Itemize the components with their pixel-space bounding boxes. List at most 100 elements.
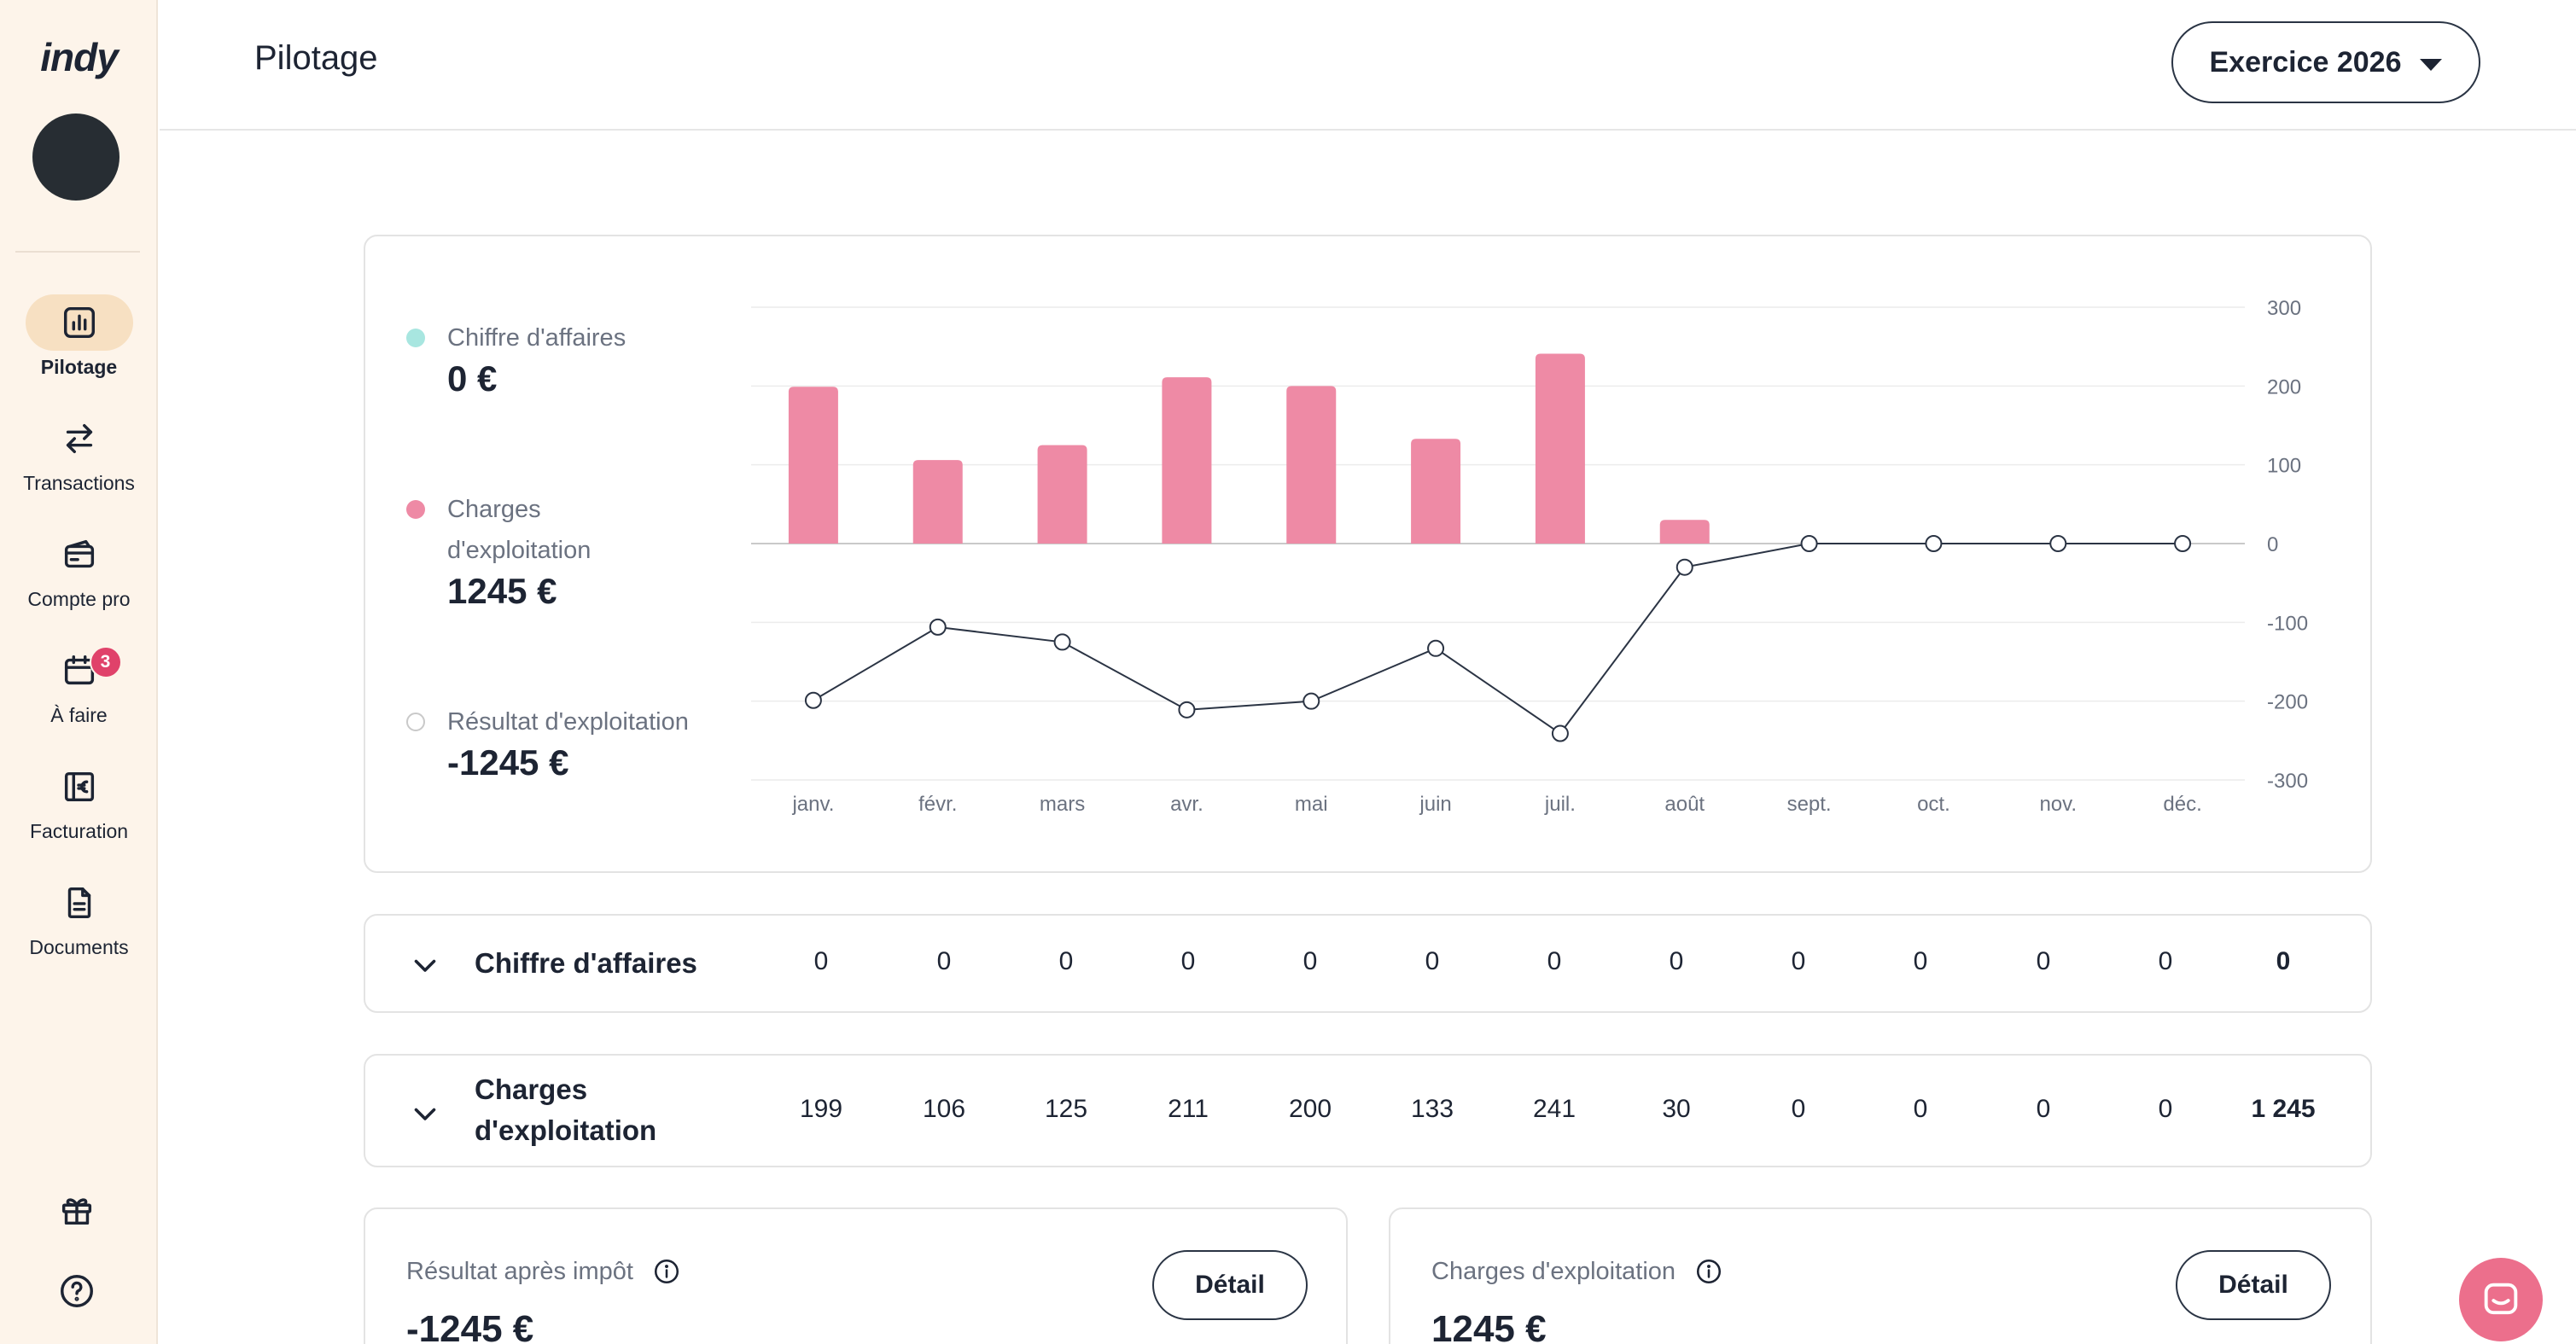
operations-chart: 300 200 100 0 -100 -200 -300 janv. févr. mars avr.… [751, 297, 2308, 816]
row-value-mars: 0 [1058, 947, 1074, 975]
chevron-down-icon[interactable] [410, 1098, 440, 1129]
point-resultat-août [1676, 558, 1693, 576]
chevron-down-icon[interactable] [410, 950, 440, 980]
sidebar-divider [15, 251, 140, 253]
bar-charges-avr [1162, 377, 1212, 544]
row-value-févr: 0 [936, 947, 952, 975]
row-value-mai: 200 [1288, 1095, 1332, 1123]
point-resultat-juin [1427, 639, 1445, 657]
point-resultat-nov [2049, 535, 2067, 552]
row-value-févr: 106 [922, 1095, 966, 1123]
x-tick-label: juil. [1544, 793, 1576, 816]
x-tick-label: avr. [1170, 793, 1203, 816]
sidebar-item-facturation[interactable]: Facturation [0, 759, 158, 843]
row-title: d'exploitation [475, 1114, 657, 1146]
chat-support-button[interactable] [2459, 1258, 2543, 1341]
row-title: Chiffre d'affaires [475, 947, 697, 979]
row-value-avr: 211 [1168, 1095, 1209, 1123]
sidebar-item-label: À faire [50, 704, 108, 726]
document-icon [67, 887, 90, 919]
row-total: 1 245 [2251, 1095, 2316, 1123]
row-value-avr: 0 [1180, 947, 1196, 975]
sidebar-item-label: Documents [29, 936, 129, 958]
legend-value: -1245 € [447, 742, 569, 783]
row-value-juil: 241 [1532, 1095, 1576, 1123]
detail-button[interactable]: Détail [1152, 1250, 1308, 1320]
row-value-oct: 0 [1913, 947, 1928, 975]
legend-label: Chiffre d'affaires [447, 324, 627, 352]
x-tick-label: juin [1419, 793, 1451, 816]
x-tick-label: déc. [2163, 793, 2201, 816]
help-icon[interactable] [53, 1267, 101, 1315]
kpi-value: 1245 € [1431, 1308, 1547, 1344]
point-resultat-juil [1551, 724, 1569, 742]
row-chiffre-affaires[interactable]: Chiffre d'affaires 0 0 0 0 0 0 0 0 0 0 0 0 0 [364, 914, 2372, 1013]
point-resultat-févr [929, 618, 947, 636]
legend-value: 0 € [447, 358, 498, 399]
legend-label: Charges [447, 496, 541, 523]
transfer-arrows-icon [66, 423, 92, 454]
y-tick-label: 300 [2267, 297, 2301, 320]
line-resultat [813, 543, 2183, 735]
y-tick-label: 0 [2267, 533, 2278, 556]
sidebar-item-documents[interactable]: Documents [0, 875, 158, 959]
x-tick-label: mars [1040, 793, 1085, 816]
indy-logo[interactable]: indy [40, 35, 119, 79]
sidebar-item-compte-pro[interactable]: Compte pro [0, 527, 158, 611]
gift-icon[interactable] [53, 1186, 101, 1234]
y-tick-label: 100 [2267, 455, 2301, 478]
y-tick-label: -300 [2267, 770, 2308, 793]
chat-icon [2484, 1283, 2518, 1315]
chart-card: Chiffre d'affaires 0 € Charges d'exploit… [364, 235, 2372, 873]
sidebar-item-label: Transactions [23, 472, 135, 494]
legend-dot-outline [406, 713, 425, 731]
sidebar-item-label: Pilotage [40, 356, 118, 378]
sidebar: indy Pilotage Transactions Compte pro 3 … [0, 0, 158, 1344]
row-title: Charges [475, 1073, 588, 1105]
info-icon[interactable] [652, 1257, 681, 1286]
row-value-oct: 0 [1913, 1095, 1928, 1123]
row-value-déc: 0 [2158, 1095, 2173, 1123]
row-value-nov: 0 [2036, 1095, 2051, 1123]
row-value-mai: 0 [1303, 947, 1318, 975]
row-charges-exploitation[interactable]: Charges d'exploitation 199 106 125 211 200 13… [364, 1054, 2372, 1167]
sidebar-item-pilotage[interactable]: Pilotage [0, 294, 158, 379]
x-tick-label: janv. [791, 793, 834, 816]
point-resultat-oct [1925, 535, 1943, 552]
row-value-nov: 0 [2036, 947, 2051, 975]
kpi-card-charges-exploitation: Charges d'exploitation 1245 € Détail [1389, 1207, 2372, 1344]
legend-label: d'exploitation [447, 537, 592, 564]
avatar[interactable] [32, 113, 119, 201]
bar-charges-août [1659, 520, 1710, 544]
sidebar-item-a-faire[interactable]: 3 À faire [0, 643, 158, 727]
row-value-sept: 0 [1791, 1095, 1806, 1123]
x-tick-label: oct. [1917, 793, 1950, 816]
exercise-year-select[interactable]: Exercice 2026 [2171, 21, 2480, 103]
detail-button[interactable]: Détail [2176, 1250, 2331, 1320]
sidebar-item-transactions[interactable]: Transactions [0, 410, 158, 495]
point-resultat-mai [1303, 692, 1320, 710]
y-tick-label: 200 [2267, 375, 2301, 399]
bar-charges-mars [1037, 445, 1087, 544]
point-resultat-déc [2174, 535, 2192, 552]
info-icon[interactable] [1694, 1257, 1723, 1286]
bar-charges-juin [1411, 439, 1461, 544]
row-value-janv: 199 [799, 1095, 843, 1123]
bar-charges-juil [1535, 353, 1585, 544]
row-value-sept: 0 [1791, 947, 1806, 975]
sidebar-item-label: Facturation [29, 820, 129, 842]
bar-charges-févr [912, 460, 963, 544]
caret-down-icon [2420, 59, 2443, 71]
kpi-card-resultat-apres-impot: Résultat après impôt -1245 € Détail [364, 1207, 1348, 1344]
row-value-déc: 0 [2158, 947, 2173, 975]
row-value-mars: 125 [1044, 1095, 1088, 1123]
x-tick-label: sept. [1787, 793, 1832, 816]
row-total: 0 [2276, 947, 2291, 975]
row-value-juil: 0 [1547, 947, 1562, 975]
point-resultat-avr [1178, 701, 1196, 719]
point-resultat-mars [1053, 633, 1071, 651]
point-resultat-janv [804, 691, 822, 709]
row-value-juin: 0 [1425, 947, 1440, 975]
x-tick-label: août [1664, 793, 1705, 816]
y-tick-label: -100 [2267, 612, 2308, 635]
